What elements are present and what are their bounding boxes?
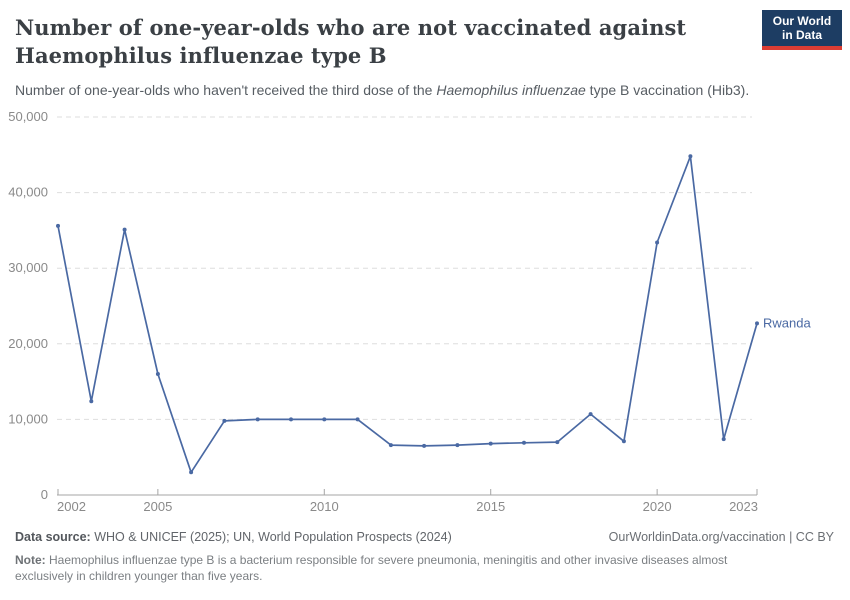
chart-footer: Data source: WHO & UNICEF (2025); UN, Wo…	[15, 530, 834, 584]
y-axis-tick-label: 0	[41, 487, 48, 502]
note-label: Note:	[15, 553, 46, 567]
data-point	[621, 439, 626, 444]
data-point	[655, 240, 660, 245]
owid-logo-line-1: Our World	[772, 14, 832, 28]
data-point	[721, 437, 726, 442]
data-point	[56, 223, 60, 228]
data-source: Data source: WHO & UNICEF (2025); UN, Wo…	[15, 530, 452, 544]
x-axis-tick-label: 2002	[57, 499, 86, 514]
title-line-1: Number of one-year-olds who are not vacc…	[15, 15, 687, 40]
x-axis-tick-label: 2023	[729, 499, 758, 514]
subtitle-text: Number of one-year-olds who haven't rece…	[15, 82, 437, 98]
data-source-label: Data source:	[15, 530, 91, 544]
data-point	[255, 417, 260, 422]
data-series-line	[57, 155, 758, 474]
data-point	[355, 417, 360, 422]
x-axis-tick-label: 2010	[310, 499, 339, 514]
data-point	[189, 470, 194, 475]
data-point	[488, 441, 493, 446]
line-chart: 0 10,000 20,000 30,000 40,000 50,000 2002 2005 2…	[8, 109, 811, 514]
data-point	[388, 443, 393, 448]
data-point	[588, 412, 593, 417]
page-title: Number of one-year-olds who are not vacc…	[15, 14, 750, 70]
data-point	[522, 440, 526, 445]
data-point	[455, 443, 460, 448]
attribution: OurWorldinData.org/vaccination | CC BY	[609, 530, 834, 544]
title-line-2: Haemophilus influenzae type B	[15, 43, 387, 68]
y-axis-tick-label: 50,000	[8, 109, 48, 124]
data-point	[289, 417, 293, 422]
x-axis-tick-label: 2015	[476, 499, 505, 514]
subtitle-suffix: type B vaccination (Hib3).	[585, 82, 750, 98]
chart-header: Number of one-year-olds who are not vacc…	[15, 14, 750, 100]
owid-link[interactable]: OurWorldinData.org/vaccination	[608, 530, 786, 544]
series-end-label: Rwanda	[763, 315, 811, 330]
y-axis-tick-label: 20,000	[8, 336, 48, 351]
license-separator: |	[785, 530, 796, 544]
data-point	[755, 321, 759, 326]
data-point	[555, 440, 560, 445]
data-point	[122, 227, 127, 232]
data-point	[155, 372, 160, 376]
data-source-text: WHO & UNICEF (2025); UN, World Populatio…	[90, 530, 452, 544]
owid-logo: Our World in Data	[762, 10, 842, 50]
y-axis-tick-label: 40,000	[8, 185, 48, 200]
owid-logo-line-2: in Data	[781, 28, 822, 42]
x-axis-tick-label: 2005	[143, 499, 172, 514]
note-line-1: Haemophilus influenzae type B is a bacte…	[45, 553, 728, 567]
chart-note: Note: Haemophilus influenzae type B is a…	[15, 552, 834, 584]
data-point	[89, 399, 94, 404]
note-line-2: exclusively in children younger than fiv…	[15, 569, 263, 583]
data-point	[688, 154, 693, 159]
y-axis-tick-label: 30,000	[8, 260, 48, 275]
source-row: Data source: WHO & UNICEF (2025); UN, Wo…	[15, 530, 834, 544]
x-axis-tick-label: 2020	[643, 499, 672, 514]
chart-subtitle: Number of one-year-olds who haven't rece…	[15, 81, 750, 100]
data-point	[422, 443, 427, 448]
data-point	[322, 417, 327, 422]
data-point	[222, 418, 227, 423]
subtitle-italic-term: Haemophilus influenzae	[436, 82, 586, 98]
y-axis-tick-label: 10,000	[8, 411, 48, 426]
license-label: CC BY	[795, 530, 834, 544]
